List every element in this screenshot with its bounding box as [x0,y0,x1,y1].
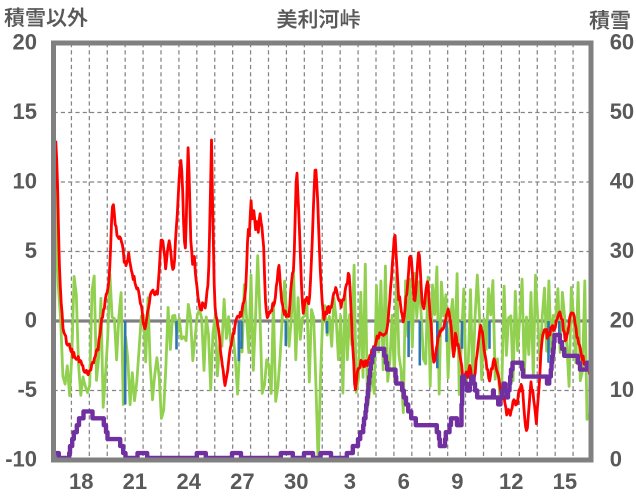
svg-text:50: 50 [610,99,634,124]
svg-text:10: 10 [610,377,634,402]
svg-text:-10: -10 [5,447,37,472]
svg-text:18: 18 [69,469,93,494]
svg-text:10: 10 [13,169,37,194]
svg-text:15: 15 [553,469,577,494]
svg-text:0: 0 [25,308,37,333]
svg-text:5: 5 [25,238,37,263]
svg-text:3: 3 [344,469,356,494]
svg-text:15: 15 [13,99,37,124]
svg-text:27: 27 [230,469,254,494]
svg-text:9: 9 [451,469,463,494]
svg-text:30: 30 [284,469,308,494]
svg-text:40: 40 [610,169,634,194]
svg-text:24: 24 [176,469,201,494]
svg-text:21: 21 [123,469,147,494]
svg-text:60: 60 [610,30,634,55]
svg-text:0: 0 [610,447,622,472]
svg-text:20: 20 [13,30,37,55]
svg-text:6: 6 [398,469,410,494]
svg-text:20: 20 [610,308,634,333]
svg-text:12: 12 [499,469,523,494]
svg-text:30: 30 [610,238,634,263]
svg-text:-5: -5 [17,377,37,402]
